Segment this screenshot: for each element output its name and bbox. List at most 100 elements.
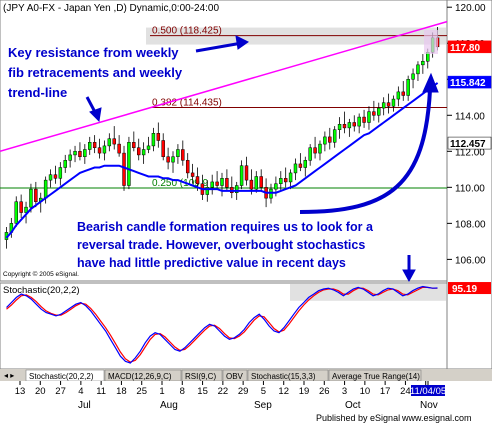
candle-body [166, 156, 170, 163]
candle-body [24, 206, 28, 213]
candle-body [161, 140, 165, 157]
candle-body [367, 111, 371, 123]
arrow-to-fib-icon [195, 41, 243, 53]
candle-body [43, 179, 48, 199]
month-label: Oct [345, 400, 361, 411]
x-tick-label: 26 [319, 386, 330, 397]
moving-average-line [5, 82, 439, 239]
price-axis-labels: 106.00108.00110.00112.00114.00116.00118.… [447, 3, 492, 266]
price-flag [447, 40, 492, 54]
y-tick-label: 110.00 [455, 183, 485, 194]
candle-body [372, 111, 376, 116]
fib-label: 0.500 (118.425) [152, 26, 222, 37]
footer-prefix: Published by [316, 413, 370, 423]
candle-body [171, 156, 175, 163]
annotation-resistance-line-3: trend-line [8, 85, 67, 100]
stochastic-title: Stochastic(20,2,2) [3, 285, 80, 296]
indicator-tab-label: Stochastic(20,2,2) [29, 372, 94, 381]
candle-body [239, 165, 244, 186]
candle-body [215, 181, 219, 186]
candle-body [132, 142, 136, 148]
current-date-flag [411, 385, 445, 396]
x-tick-label: 5 [261, 386, 266, 397]
candle-body [151, 133, 156, 147]
time-axis [0, 381, 492, 412]
candle-body [293, 163, 298, 174]
candle-body [136, 147, 141, 156]
x-tick-label: 8 [180, 386, 185, 397]
indicator-tab-label: RSI(9,C) [185, 372, 216, 381]
candle-body [337, 124, 342, 130]
candle-body [19, 201, 23, 213]
candle-body [14, 201, 18, 224]
candle-body [117, 143, 121, 154]
candle-body [181, 149, 185, 161]
candle-body [58, 167, 63, 179]
x-tick-label: 20 [35, 386, 46, 397]
x-tick-label: 4 [78, 386, 83, 397]
candle-body [332, 129, 337, 143]
x-tick-label: 29 [238, 386, 249, 397]
candle-body [34, 188, 38, 202]
y-tick-label: 106.00 [455, 255, 486, 266]
candle-body [342, 124, 347, 129]
candle-body [298, 163, 303, 168]
candle-body [83, 149, 87, 157]
footer-bar [0, 411, 492, 424]
chart-title: (JPY A0-FX - Japan Yen ,D) Dynamic,0:00-… [3, 3, 219, 14]
x-tick-label: 25 [136, 386, 147, 397]
candle-body [112, 138, 116, 145]
x-tick-label: 13 [15, 386, 26, 397]
curved-arrow-head-icon [422, 72, 439, 93]
candle-body [97, 147, 102, 154]
fib-label: 0.250 (109.9 [152, 178, 209, 189]
candle-body [308, 147, 312, 161]
candle-body [78, 151, 82, 157]
y-tick-label: 114.00 [455, 111, 485, 122]
candle-body [195, 176, 200, 184]
x-tick-label: 18 [116, 386, 127, 397]
weekly-trendline [0, 20, 448, 153]
candle-body [244, 165, 249, 181]
month-label: Jul [78, 400, 91, 411]
x-tick-label: 17 [380, 386, 391, 397]
candle-body [73, 151, 77, 156]
price-flag-label: 117.80 [450, 43, 480, 54]
candle-body [323, 136, 327, 145]
indicator-tab-label: OBV [226, 372, 244, 381]
indicator-tab-label: Average True Range(14) [332, 372, 420, 381]
stochastic-line [6, 286, 438, 363]
footer-brand: eSignal [370, 413, 400, 423]
price-flag-label: 112.457 [450, 139, 486, 150]
x-tick-label: 10 [360, 386, 371, 397]
stochastic-value-label: 95.19 [452, 284, 477, 295]
annotation-resistance-line-2: fib retracements and weekly [8, 65, 183, 80]
candle-body [401, 91, 405, 96]
time-axis-labels: 132027411182518152229512192631017243111/… [15, 381, 446, 411]
candle-body [48, 174, 53, 181]
candle-body [210, 181, 214, 188]
candle-body [107, 138, 112, 147]
candle-body [122, 152, 126, 186]
candle-body [63, 160, 67, 168]
stochastic-line [6, 285, 438, 364]
candle-body [88, 142, 92, 150]
candle-body [127, 142, 131, 186]
month-label: Aug [160, 400, 178, 411]
moving-average-group [5, 82, 439, 239]
candle-body [279, 178, 283, 184]
candle-body [283, 178, 288, 183]
price-flag [447, 75, 492, 89]
candle-body [234, 185, 239, 193]
indicator-tab-label: MACD(12,26,9,C) [108, 372, 172, 381]
annotation-bearish-line-1: Bearish candle formation requires us to … [77, 220, 374, 234]
price-flag-label: 115.842 [450, 78, 486, 89]
indicator-tab-label: Stochastic(15,3,3) [251, 372, 316, 381]
arrow-head-trendline-icon [89, 107, 102, 123]
candle-body [313, 147, 317, 154]
annotation-resistance-line-1: Key resistance from weekly [8, 45, 179, 60]
candle-body [362, 116, 366, 123]
stochastic-value-flag [448, 282, 491, 295]
tab-scroll-icon[interactable]: ◂ ▸ [4, 371, 14, 380]
